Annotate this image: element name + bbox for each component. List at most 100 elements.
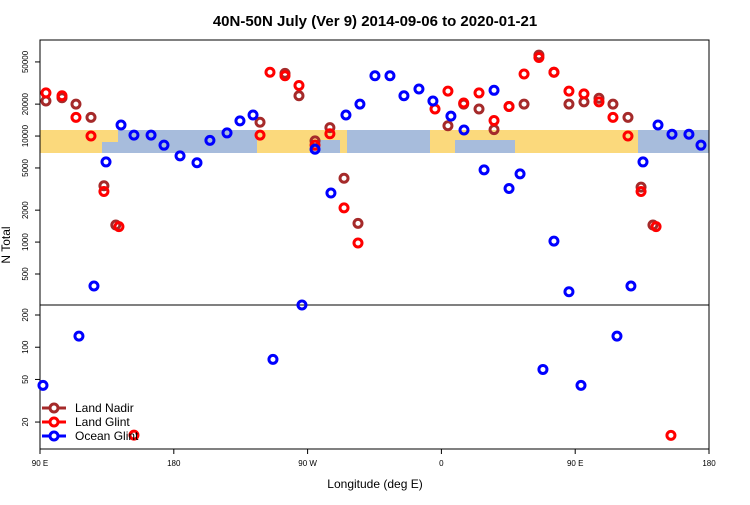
point <box>340 109 352 121</box>
point <box>652 119 664 131</box>
point <box>458 124 470 136</box>
y-tick-label: 2000 <box>21 201 30 219</box>
point <box>548 66 560 78</box>
point <box>625 280 637 292</box>
x-tick-label: 180 <box>167 459 181 468</box>
y-tick-label: 200 <box>21 308 30 322</box>
y-tick-label: 5000 <box>21 159 30 177</box>
point <box>279 70 291 82</box>
y-axis-label: N Total <box>0 226 13 263</box>
point <box>611 330 623 342</box>
point <box>293 79 305 91</box>
point <box>578 88 590 100</box>
point <box>309 139 321 151</box>
point <box>622 111 634 123</box>
point <box>352 217 364 229</box>
y-tick-label: 20000 <box>21 92 30 115</box>
point <box>247 109 259 121</box>
point <box>635 185 647 197</box>
point <box>593 96 605 108</box>
point <box>40 87 52 99</box>
point <box>113 221 125 233</box>
point <box>98 185 110 197</box>
point <box>37 379 49 391</box>
legend-marker <box>48 416 60 428</box>
point <box>473 87 485 99</box>
y-tick-label: 500 <box>21 267 30 281</box>
point <box>445 110 457 122</box>
point <box>413 83 425 95</box>
point <box>563 98 575 110</box>
point <box>398 90 410 102</box>
y-tick-label: 100 <box>21 340 30 354</box>
point <box>369 70 381 82</box>
x-axis-label: Longitude (deg E) <box>327 477 422 491</box>
point <box>264 66 276 78</box>
point <box>384 70 396 82</box>
point <box>650 221 662 233</box>
point <box>324 128 336 140</box>
point <box>267 353 279 365</box>
point <box>98 180 110 192</box>
point <box>254 116 266 128</box>
point <box>204 134 216 146</box>
point <box>458 97 470 109</box>
map-band <box>40 130 709 153</box>
point <box>575 379 587 391</box>
point <box>128 129 140 141</box>
chart-title: 40N-50N July (Ver 9) 2014-09-06 to 2020-… <box>213 13 537 30</box>
y-tick-label: 1000 <box>21 233 30 251</box>
point <box>174 150 186 162</box>
point <box>234 115 246 127</box>
y-tick-label: 50 <box>21 374 30 383</box>
point <box>488 124 500 136</box>
point <box>427 95 439 107</box>
point <box>56 90 68 102</box>
point <box>254 129 266 141</box>
point <box>324 122 336 134</box>
point <box>115 119 127 131</box>
point <box>637 156 649 168</box>
point <box>158 139 170 151</box>
point <box>503 183 515 195</box>
point <box>354 98 366 110</box>
point <box>145 129 157 141</box>
point <box>296 299 308 311</box>
legend-marker <box>48 402 60 414</box>
y-tick-label: 20 <box>21 417 30 426</box>
point <box>88 280 100 292</box>
point <box>478 164 490 176</box>
x-tick-label: 90 E <box>32 459 48 468</box>
legend-label: Land Glint <box>75 415 130 429</box>
point <box>73 330 85 342</box>
point <box>352 237 364 249</box>
point <box>442 85 454 97</box>
point <box>666 128 678 140</box>
point <box>488 115 500 127</box>
point <box>338 172 350 184</box>
y-tick-label: 50000 <box>21 50 30 73</box>
point <box>548 235 560 247</box>
point <box>607 111 619 123</box>
point <box>514 168 526 180</box>
point <box>665 429 677 441</box>
point <box>338 202 350 214</box>
legend-label: Land Nadir <box>75 401 134 415</box>
point <box>309 143 321 155</box>
point <box>635 181 647 193</box>
point <box>518 68 530 80</box>
point <box>85 111 97 123</box>
point <box>537 363 549 375</box>
point <box>221 127 233 139</box>
point <box>563 85 575 97</box>
point <box>85 130 97 142</box>
x-tick-label: 180 <box>702 459 716 468</box>
point <box>488 84 500 96</box>
point <box>518 98 530 110</box>
x-tick-label: 90 E <box>567 459 583 468</box>
point <box>325 187 337 199</box>
point <box>128 429 140 441</box>
point <box>70 111 82 123</box>
